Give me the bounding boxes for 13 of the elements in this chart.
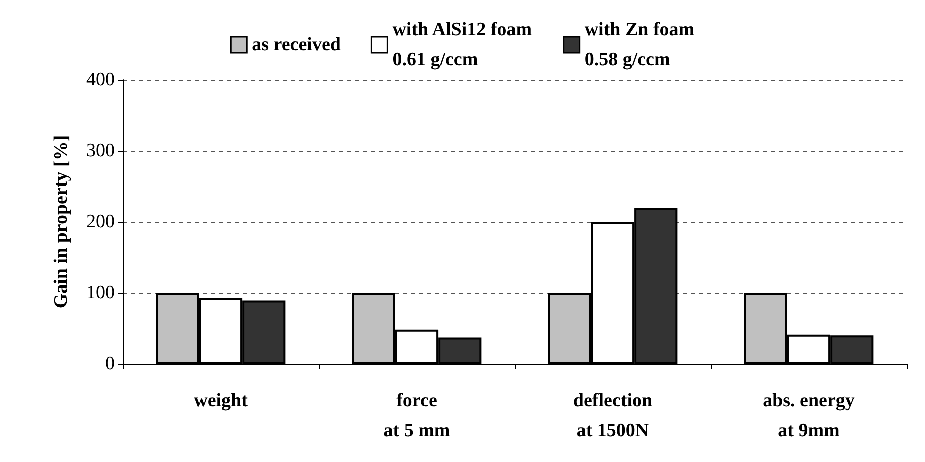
x-tick-label: abs. energy at 9mm xyxy=(763,390,856,442)
y-tick-label: 0 xyxy=(106,354,115,374)
x-tick-label: weight xyxy=(194,390,249,412)
y-axis-title: Gain in property [%] xyxy=(51,135,72,309)
legend-label: as received xyxy=(252,34,342,56)
x-tick-label: deflection at 1500N xyxy=(573,390,653,442)
x-tick-label: force at 5 mm xyxy=(384,390,450,442)
y-tick-label: 100 xyxy=(86,282,115,304)
y-tick-label: 300 xyxy=(86,140,115,162)
y-tick-label: 200 xyxy=(86,212,115,232)
legend-label: with AlSi12 foam 0.61 g/ccm xyxy=(392,20,532,70)
y-tick-label: 400 xyxy=(86,70,115,90)
legend-label: with Zn foam 0.58 g/ccm xyxy=(584,20,695,70)
